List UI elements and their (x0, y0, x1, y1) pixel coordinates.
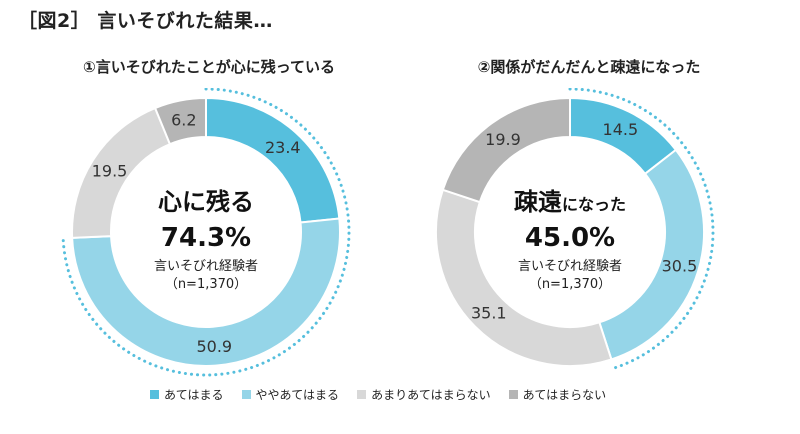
donut-1-subtitle: 言いそびれ経験者 (154, 259, 258, 274)
donut-2-percent: 45.0% (525, 223, 615, 253)
donut-2-subtitle: 言いそびれ経験者 (518, 259, 622, 274)
chart-1-title: ①言いそびれたことが心に残っている (83, 58, 335, 76)
donut-2-label-3: 19.9 (485, 130, 521, 149)
donut-2-sample-size: （n=1,370） (529, 277, 611, 292)
donut-2-slice-2 (435, 188, 613, 367)
legend-label-2: あまりあてはまらない (371, 388, 491, 402)
legend-label-1: ややあてはまる (255, 388, 340, 402)
donut-chart-1: 23.4 50.9 19.5 6.2 心に残る 74.3% 言いそびれ経験者 （n=1,370… (61, 88, 351, 377)
legend-label-0: あてはまる (164, 388, 224, 402)
legend-item-1: ややあてはまる (241, 386, 340, 403)
chart-2-title: ②関係がだんだんと疎遠になった (477, 58, 701, 76)
donut-2-slice-3 (441, 96, 571, 204)
donut-1-highlight-arc (61, 88, 351, 377)
legend-item-2: あまりあてはまらない (357, 386, 491, 403)
donut-2-highlight-arc (568, 88, 715, 370)
donut-2-headline: 疎遠になった (514, 188, 626, 216)
figure-title: ［図2］ 言いそびれた結果… (18, 10, 273, 32)
donut-1-sample-size: （n=1,370） (165, 277, 247, 292)
donut-1-label-1: 50.9 (196, 337, 232, 356)
donut-2-label-0: 14.5 (603, 120, 639, 139)
donut-2-slice-1 (598, 148, 705, 361)
legend-item-0: あてはまる (150, 386, 224, 403)
legend-swatch-2 (357, 390, 367, 399)
legend-item-3: あてはまらない (508, 386, 607, 403)
donut-1-percent: 74.3% (161, 223, 251, 253)
legend: あてはまる ややあてはまる あまりあてはまらない あてはまらない (150, 386, 606, 403)
legend-swatch-3 (508, 390, 518, 399)
donut-1-label-2: 19.5 (92, 161, 128, 180)
legend-swatch-0 (150, 390, 159, 399)
donut-2-label-2: 35.1 (471, 304, 507, 323)
legend-label-3: あてはまらない (522, 388, 607, 402)
donut-chart-2: 14.5 30.5 35.1 19.9 疎遠になった 45.0% 言いそびれ経験者 （n=1,… (435, 88, 715, 370)
legend-swatch-1 (241, 390, 251, 399)
donut-1-headline: 心に残る (158, 188, 254, 216)
donut-2-label-1: 30.5 (662, 257, 698, 276)
donut-1-slice-1 (71, 217, 341, 367)
donut-1-label-0: 23.4 (265, 138, 301, 157)
donut-1-slice-3 (153, 96, 207, 146)
donut-1-label-3: 6.2 (171, 111, 196, 130)
